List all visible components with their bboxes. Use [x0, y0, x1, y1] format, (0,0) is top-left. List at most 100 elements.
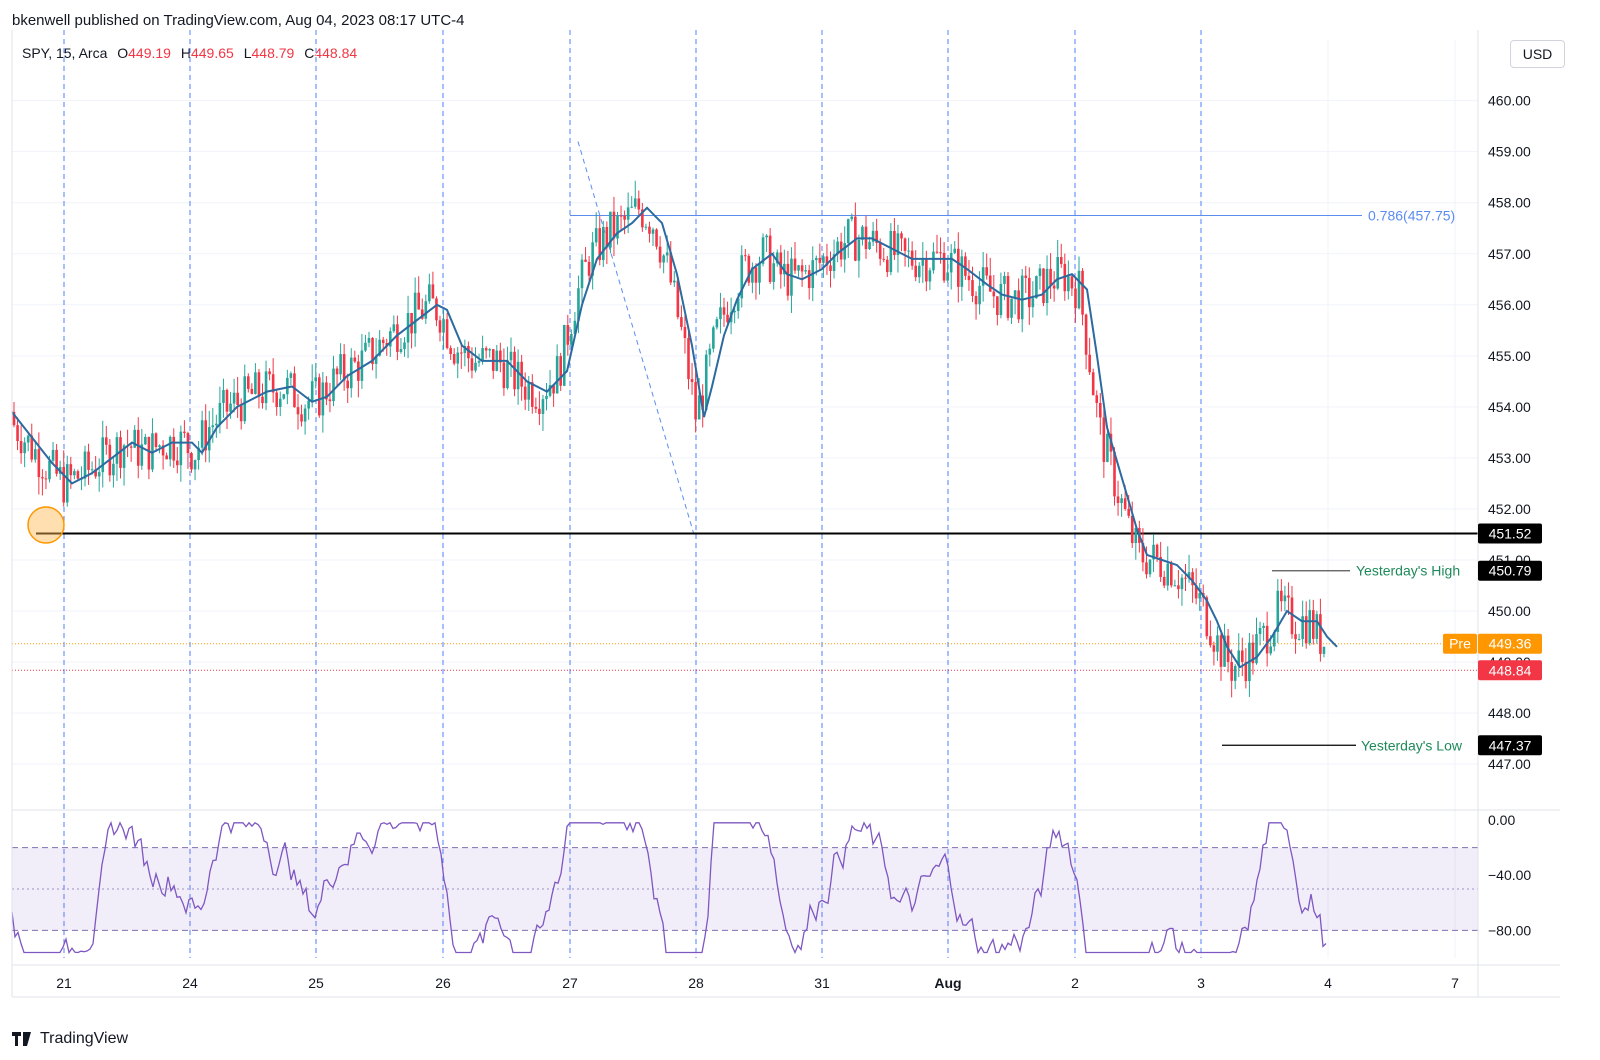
- support-price-tag-bg: [1478, 523, 1542, 544]
- candle-body: [605, 226, 609, 248]
- candle-body: [353, 357, 357, 362]
- y-tick-label: 450.00: [1488, 603, 1531, 619]
- candle-body: [136, 429, 140, 466]
- candle-body: [488, 349, 491, 351]
- candle-body: [655, 229, 658, 247]
- candle-body: [1106, 433, 1109, 462]
- candle-body: [1230, 662, 1233, 681]
- candle-body: [73, 471, 76, 476]
- x-tick-label: 4: [1324, 975, 1332, 991]
- y-tick-label: 457.00: [1488, 246, 1531, 262]
- candle-body: [641, 209, 644, 228]
- candle-body: [381, 339, 385, 344]
- candle-body: [1166, 563, 1170, 586]
- candle-body: [1209, 636, 1212, 646]
- candle-body: [282, 394, 286, 399]
- candle-body: [875, 230, 878, 243]
- candle-body: [1141, 542, 1145, 563]
- candle-body: [310, 381, 314, 401]
- yesterdays-low-label: Yesterday's Low: [1361, 737, 1463, 753]
- candle-body: [1081, 270, 1084, 315]
- candle-body: [1177, 585, 1180, 590]
- candle-body: [332, 368, 335, 402]
- candle-body: [896, 233, 900, 256]
- candle-body: [378, 339, 381, 356]
- candle-body: [726, 314, 729, 323]
- high-label: H: [180, 45, 191, 61]
- candle-body: [1258, 628, 1262, 635]
- candle-body: [115, 437, 119, 464]
- candle-body: [413, 292, 417, 334]
- candle-body: [928, 270, 932, 282]
- candle-body: [438, 320, 442, 333]
- candle-body: [271, 374, 275, 393]
- candle-body: [1162, 576, 1166, 586]
- candle-body: [981, 267, 985, 286]
- rsi-tick-label: −40.00: [1488, 867, 1531, 883]
- candle-body: [1148, 559, 1152, 575]
- candle-body: [300, 414, 303, 422]
- candle-body: [1180, 577, 1184, 590]
- candle-body: [229, 403, 232, 412]
- candle-body: [602, 226, 605, 261]
- candle-body: [172, 436, 176, 461]
- candle-body: [719, 307, 722, 320]
- candle-body: [985, 267, 988, 276]
- candle-body: [577, 288, 580, 321]
- symbol-label[interactable]: SPY, 15, Arca: [22, 45, 108, 61]
- candle-body: [1155, 544, 1159, 557]
- candle-body: [97, 472, 101, 477]
- candle-body: [690, 379, 694, 382]
- candle-body: [261, 396, 264, 404]
- candle-body: [527, 382, 531, 400]
- candle-body: [41, 477, 44, 479]
- candle-body: [239, 405, 243, 422]
- x-tick-label: 25: [308, 975, 324, 991]
- candle-body: [1205, 597, 1209, 637]
- candle-body: [506, 360, 509, 389]
- x-tick-label: 31: [814, 975, 830, 991]
- candle-body: [445, 319, 449, 349]
- candle-body: [612, 211, 616, 239]
- candle-body: [797, 265, 800, 271]
- candle-body: [144, 436, 147, 445]
- candle-body: [456, 352, 460, 364]
- candle-body: [1287, 595, 1290, 598]
- candle-body: [303, 408, 307, 422]
- session-lines: [63, 30, 1202, 958]
- candle-body: [449, 348, 452, 355]
- candle-body: [1304, 616, 1308, 644]
- candle-body: [122, 445, 126, 468]
- candle-body: [236, 392, 239, 406]
- candle-body: [1152, 544, 1155, 560]
- candle-body: [1322, 646, 1326, 654]
- candle-body: [949, 252, 953, 273]
- candle-body: [307, 400, 310, 409]
- candle-body: [431, 284, 435, 299]
- candle-body: [140, 444, 144, 466]
- candle-body: [1091, 372, 1095, 396]
- candle-body: [1219, 635, 1223, 667]
- candle-body: [580, 259, 584, 289]
- yesterdays-high-label: Yesterday's High: [1356, 563, 1460, 579]
- ema-line: [11, 206, 1338, 669]
- candle-body: [1010, 298, 1013, 318]
- candle-body: [1052, 285, 1056, 289]
- currency-button[interactable]: USD: [1510, 40, 1565, 68]
- candle-body: [335, 368, 339, 375]
- candle-body: [76, 471, 80, 479]
- candle-body: [1297, 639, 1301, 641]
- y-tick-label: 453.00: [1488, 450, 1531, 466]
- x-tick-label: 2: [1071, 975, 1079, 991]
- candle-body: [243, 376, 247, 422]
- candle-body: [367, 337, 371, 343]
- candle-body: [1084, 314, 1088, 355]
- candle-body: [747, 255, 751, 283]
- candle-body: [882, 258, 886, 260]
- candle-body: [939, 252, 942, 254]
- candle-body: [942, 252, 946, 281]
- candle-body: [804, 270, 807, 272]
- footer-brand[interactable]: TradingView: [12, 1030, 128, 1048]
- candle-body: [1244, 661, 1248, 682]
